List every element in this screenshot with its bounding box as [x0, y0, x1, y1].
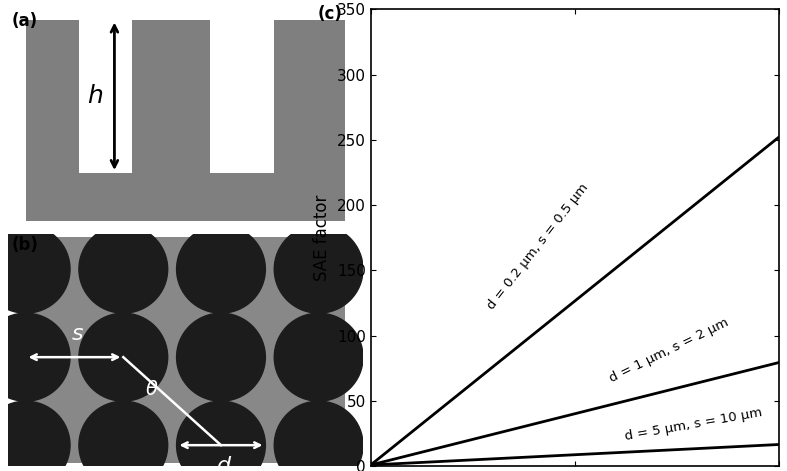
Circle shape [0, 401, 70, 471]
Text: d = 5 μm, s = 10 μm: d = 5 μm, s = 10 μm [624, 406, 763, 443]
Y-axis label: SAE factor: SAE factor [313, 195, 331, 281]
Circle shape [79, 401, 168, 471]
Circle shape [274, 401, 363, 471]
Circle shape [79, 313, 168, 401]
Circle shape [274, 313, 363, 401]
Bar [26, 173, 345, 220]
Text: d = 0.2 μm, s = 0.5 μm: d = 0.2 μm, s = 0.5 μm [485, 181, 591, 312]
Circle shape [274, 225, 363, 313]
Circle shape [176, 313, 265, 401]
Text: $s$: $s$ [72, 324, 84, 344]
Bar [26, 20, 79, 173]
Text: $d$: $d$ [216, 456, 233, 471]
Text: d = 1 μm, s = 2 μm: d = 1 μm, s = 2 μm [608, 316, 731, 385]
Circle shape [176, 225, 265, 313]
Bar [132, 20, 210, 173]
Circle shape [79, 225, 168, 313]
Circle shape [0, 225, 70, 313]
Bar [274, 20, 345, 173]
Circle shape [176, 401, 265, 471]
Text: (c): (c) [318, 5, 342, 23]
Circle shape [0, 313, 70, 401]
Text: $h$: $h$ [87, 84, 103, 108]
Text: (a): (a) [12, 11, 38, 30]
Text: (b): (b) [12, 236, 39, 254]
Text: $\theta$: $\theta$ [145, 380, 158, 399]
